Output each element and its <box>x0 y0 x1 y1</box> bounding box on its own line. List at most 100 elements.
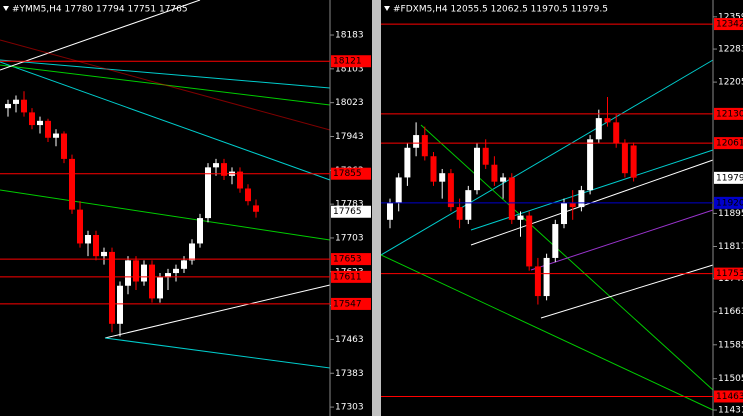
candle-body <box>213 163 219 168</box>
y-tick-label: 17383 <box>335 369 364 379</box>
title-icon <box>3 6 9 11</box>
level-box <box>331 270 371 283</box>
chart-title: #YMM5,H4 17780 17794 17751 17765 <box>12 5 188 15</box>
y-tick-label: 18023 <box>335 98 364 108</box>
candle-body <box>189 243 195 261</box>
candle-body <box>404 147 411 178</box>
candle-body <box>465 190 472 220</box>
candle-body <box>117 285 123 324</box>
candle-body <box>430 156 437 182</box>
candle-body <box>5 103 11 109</box>
candle-body <box>421 135 428 157</box>
y-tick-label: 17783 <box>335 200 364 210</box>
candle-body <box>395 177 402 203</box>
candle-body <box>181 260 187 269</box>
candle-body <box>173 268 179 274</box>
candle-body <box>482 147 489 165</box>
indicator-lines <box>0 0 331 369</box>
y-tick-label: 17703 <box>335 233 364 243</box>
candle-body <box>387 202 393 220</box>
candle-body <box>543 257 550 297</box>
level-label: 11753 <box>716 269 743 279</box>
level-box <box>331 167 371 180</box>
level-label: 17653 <box>333 255 362 265</box>
candle-body <box>491 164 498 182</box>
candle-body <box>165 273 171 278</box>
level-label: 11463 <box>716 392 743 402</box>
level-label: 18121 <box>333 57 362 67</box>
candle-body <box>517 215 524 220</box>
candle-body <box>13 99 19 104</box>
candle-body <box>85 235 91 244</box>
y-tick-label: 12283 <box>718 45 743 55</box>
level-box <box>714 107 743 120</box>
y-tick-label: 11663 <box>718 307 743 317</box>
candle-body <box>61 133 67 159</box>
candle-body <box>604 118 611 123</box>
candle-body <box>569 202 576 208</box>
candle-body <box>500 177 507 182</box>
y-tick-label: 11505 <box>718 374 743 384</box>
candle-body <box>630 145 637 178</box>
level-label: 17855 <box>333 169 362 179</box>
y-tick-label: 17943 <box>335 132 364 142</box>
y-tick-label: 12205 <box>718 78 743 88</box>
candle-body <box>508 177 515 220</box>
level-box <box>331 253 371 266</box>
candle-body <box>578 190 585 208</box>
candle-body <box>157 277 163 299</box>
candle-body <box>456 207 463 220</box>
candle-body <box>197 218 203 244</box>
candle-body <box>245 188 251 202</box>
candle-body <box>101 251 107 257</box>
candle-body <box>613 122 620 144</box>
level-label: 17547 <box>333 299 362 309</box>
y-tick-label: 11585 <box>718 340 743 350</box>
title-icon <box>384 6 390 11</box>
current-price-label: 11979 <box>716 173 743 183</box>
candle-body <box>109 251 115 324</box>
chart-panel: 1818318103180231794317863177831770317623… <box>0 0 372 416</box>
level-box <box>714 390 743 403</box>
level-box <box>331 55 371 68</box>
level-label: 12130 <box>716 109 743 119</box>
candle-body <box>205 167 211 219</box>
candle-body <box>77 209 83 244</box>
candle-body <box>621 143 628 174</box>
current-price-label: 17765 <box>333 207 362 217</box>
candle-body <box>221 163 227 176</box>
candle-body <box>587 139 594 191</box>
level-box <box>714 137 743 150</box>
level-label: 12342 <box>716 20 743 30</box>
candle-body <box>534 266 541 297</box>
candle-body <box>253 205 259 212</box>
candle-body <box>552 224 559 258</box>
candle-body <box>561 202 567 225</box>
candle-body <box>141 264 147 282</box>
level-label: 17611 <box>333 272 362 282</box>
y-tick-label: 18183 <box>335 31 364 41</box>
chart-title: #FDXM5,H4 12055.5 12062.5 11970.5 11979.… <box>393 5 608 15</box>
candle-body <box>595 118 602 140</box>
current-price-box <box>714 171 743 184</box>
current-price-box <box>331 205 371 218</box>
chart-panel: 1235912283122051189511817117411166311585… <box>381 0 743 416</box>
blue-level-box <box>714 196 743 209</box>
candle-body <box>45 120 51 138</box>
candle-body <box>474 147 480 191</box>
candle-body <box>53 133 59 138</box>
candle-body <box>37 120 43 126</box>
y-tick-label: 17463 <box>335 335 364 345</box>
y-tick-label: 11817 <box>718 242 743 252</box>
candle-body <box>447 173 454 208</box>
candle-body <box>237 171 243 189</box>
y-tick-label: 17303 <box>335 403 364 413</box>
candle-body <box>133 260 139 282</box>
y-tick-label: 18103 <box>335 64 364 74</box>
candle-body <box>413 135 420 148</box>
level-box <box>714 18 743 31</box>
candle-body <box>526 215 533 267</box>
y-tick-label: 12359 <box>718 12 743 22</box>
